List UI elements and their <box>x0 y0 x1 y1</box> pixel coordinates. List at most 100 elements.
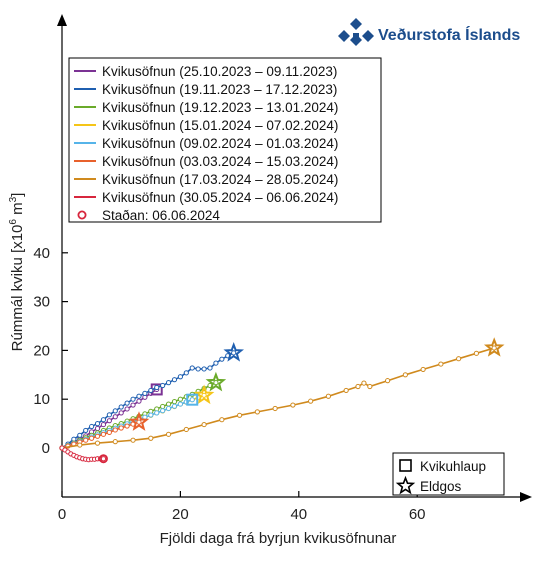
data-point <box>77 432 83 438</box>
data-point <box>130 402 136 408</box>
data-point <box>491 345 497 351</box>
data-point <box>237 412 243 418</box>
data-point <box>118 410 124 416</box>
data-point <box>165 431 172 437</box>
data-point <box>165 380 172 386</box>
marker-legend-label: Eldgos <box>420 479 462 494</box>
current-status-marker <box>98 454 108 464</box>
data-point <box>77 442 83 448</box>
data-point <box>94 421 101 427</box>
eruption-marker <box>223 341 244 362</box>
legend-box <box>68 57 382 223</box>
legend-entry: Kvikusöfnun (17.03.2024 – 28.05.2024) <box>102 172 338 187</box>
data-point <box>83 437 89 443</box>
data-point <box>189 365 195 371</box>
axes <box>57 14 532 502</box>
data-point <box>118 404 124 410</box>
data-point <box>165 405 172 412</box>
data-point <box>438 361 444 367</box>
data-point <box>106 418 112 424</box>
marker-legend-label: Kvikuhlaup <box>420 459 486 474</box>
data-point <box>106 429 112 435</box>
data-point <box>189 397 195 403</box>
logo-text: Veðurstofa Íslands <box>378 25 520 44</box>
data-point <box>118 425 124 431</box>
data-point <box>136 419 142 425</box>
data-point <box>367 383 373 390</box>
eruption-marker <box>128 411 150 431</box>
y-tick-label: 40 <box>33 245 50 262</box>
data-point <box>154 384 160 391</box>
eruption-marker <box>205 371 227 392</box>
x-tick-label: 60 <box>409 506 426 523</box>
legend-entry: Kvikusöfnun (19.11.2023 – 17.12.2023) <box>102 82 337 97</box>
data-point <box>207 365 213 371</box>
data-point <box>112 414 118 420</box>
data-point <box>136 393 142 399</box>
square-symbol <box>399 459 412 472</box>
intrusion-marker <box>186 393 199 406</box>
y-axis-title: Rúmmál kviku [x106 m3] <box>8 193 26 352</box>
eruption-marker <box>193 384 215 405</box>
data-point <box>124 406 130 412</box>
data-point <box>456 356 462 362</box>
data-point <box>136 398 142 404</box>
data-point <box>142 390 148 396</box>
legend: Kvikusöfnun (25.10.2023 – 09.11.2023) Kvi… <box>68 57 382 223</box>
data-point <box>94 425 101 432</box>
data-point <box>160 408 166 414</box>
data-point <box>177 401 183 407</box>
data-point <box>124 400 130 406</box>
legend-entry: Kvikusöfnun (25.10.2023 – 09.11.2023) <box>102 64 337 79</box>
y-tick-label: 0 <box>42 440 50 457</box>
series-7 <box>59 337 505 451</box>
y-tick-label: 20 <box>33 342 50 359</box>
star-symbol <box>395 475 416 495</box>
legend-current-label: Staðan: 06.06.2024 <box>102 208 220 223</box>
data-point <box>130 437 136 443</box>
data-point <box>89 435 95 441</box>
data-point <box>308 398 314 404</box>
legend-entry: Kvikusöfnun (09.02.2024 – 01.03.2024) <box>102 136 338 151</box>
data-point <box>195 366 201 372</box>
data-point <box>100 421 107 428</box>
x-axis-arrow <box>520 492 532 502</box>
data-point <box>272 405 278 412</box>
x-tick-label: 20 <box>172 506 189 523</box>
data-point <box>165 401 172 407</box>
data-point <box>148 435 154 441</box>
data-point <box>160 382 166 389</box>
data-point <box>473 350 479 356</box>
data-point <box>177 374 183 380</box>
data-point <box>100 431 107 437</box>
data-point <box>219 417 225 423</box>
series-8 <box>59 445 107 463</box>
data-point <box>171 403 178 409</box>
series-2 <box>59 341 244 451</box>
data-point <box>83 427 89 434</box>
data-point <box>94 440 101 446</box>
x-tick-label: 0 <box>58 506 66 523</box>
x-axis-title: Fjöldi daga frá byrjun kvikusöfnunar <box>160 530 397 547</box>
data-point <box>254 409 260 415</box>
snowflake-icon <box>338 18 374 46</box>
data-point <box>325 393 331 399</box>
data-point <box>112 427 118 433</box>
marker-legend: Kvikuhlaup Eldgos <box>392 452 505 496</box>
data-point <box>112 408 118 414</box>
data-point <box>100 417 107 423</box>
data-point <box>94 433 101 439</box>
legend-entry: Kvikusöfnun (03.03.2024 – 15.03.2024) <box>102 154 338 169</box>
legend-entry: Kvikusöfnun (19.12.2023 – 13.01.2024) <box>102 100 338 115</box>
data-point <box>183 426 189 433</box>
data-point <box>385 378 391 384</box>
eruption-marker <box>483 337 505 357</box>
marker-legend-items: Kvikuhlaup Eldgos <box>395 459 486 495</box>
data-point <box>171 377 178 383</box>
vedurstofa-logo: Veðurstofa Íslands <box>338 18 520 46</box>
data-point <box>100 456 107 462</box>
series-line <box>61 347 495 449</box>
data-point <box>124 423 130 429</box>
data-point <box>219 356 225 362</box>
legend-entry: Kvikusöfnun (15.01.2024 – 07.02.2024) <box>102 118 338 133</box>
